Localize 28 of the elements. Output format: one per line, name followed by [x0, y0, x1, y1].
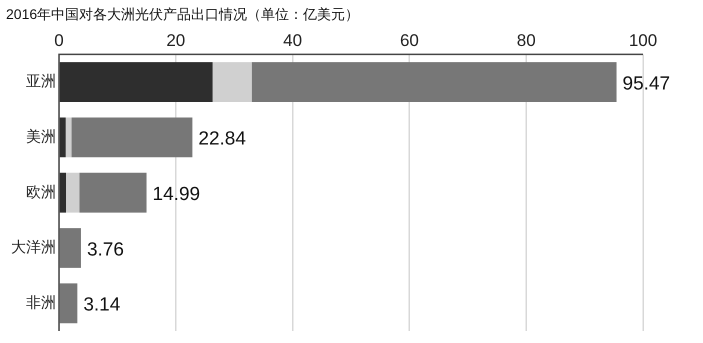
x-tick-label: 20 [166, 30, 186, 50]
bar [60, 62, 213, 102]
bar [252, 62, 617, 102]
x-tick-label: 60 [400, 30, 419, 50]
total-label: 14.99 [152, 184, 200, 205]
bar [66, 117, 72, 158]
bar [72, 117, 192, 158]
total-label: 95.47 [622, 73, 670, 94]
bar [212, 62, 252, 102]
chart-title: 2016年中国对各大洲光伏产品出口情况（单位：亿美元） [6, 6, 360, 24]
x-tick-label: 100 [628, 30, 658, 50]
bar [60, 228, 81, 268]
y-tick-label: 大洋洲 [11, 239, 56, 256]
total-label: 3.76 [86, 239, 124, 260]
total-label: 3.14 [83, 294, 121, 316]
bar [60, 117, 66, 158]
bar [66, 172, 80, 213]
total-label: 22.84 [198, 128, 246, 150]
y-tick-label: 欧洲 [26, 184, 56, 201]
x-tick-label: 40 [283, 30, 302, 50]
y-tick-label: 美洲 [26, 128, 56, 146]
x-tick-label: 0 [54, 30, 64, 50]
bar [60, 283, 78, 324]
x-tick-label: 80 [516, 30, 536, 50]
y-tick-label: 非洲 [26, 294, 56, 312]
bar [79, 172, 147, 213]
y-tick-label: 亚洲 [26, 73, 56, 90]
bar [60, 172, 66, 213]
